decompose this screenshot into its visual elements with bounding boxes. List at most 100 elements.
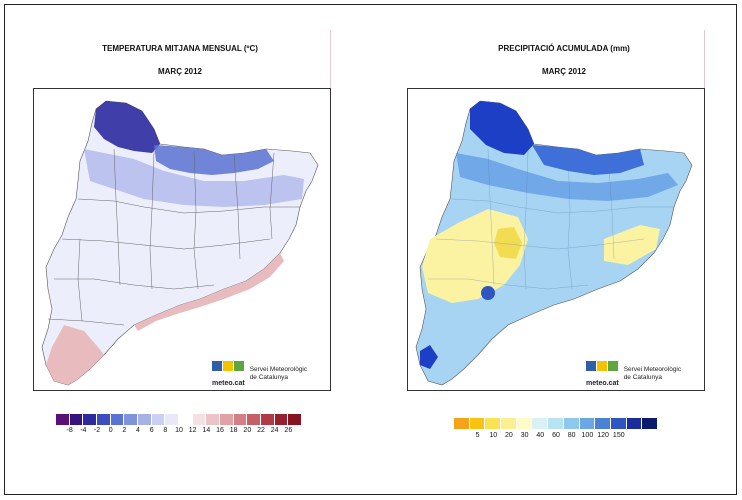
panel-divider-left <box>330 30 331 100</box>
legend-tick-label: 16 <box>216 427 224 434</box>
pyrenees-wet-band <box>532 145 644 175</box>
legend-tick-label: 24 <box>270 427 279 434</box>
logo-wordmark: meteo.cat <box>212 380 245 387</box>
legend-swatch <box>626 418 643 429</box>
legend-swatch <box>206 414 220 425</box>
legend-swatch <box>151 414 166 425</box>
logo-square-1 <box>586 361 596 371</box>
temperature-legend-ticks: -8 -4 -2 0 2 4 6 8 10 12 14 16 18 20 22 24 26 <box>56 427 302 437</box>
northern-mid-band <box>456 153 678 201</box>
meteocat-logo: meteo.cat Servei Meteorològic de Catalun… <box>586 361 681 387</box>
legend-swatch <box>247 414 261 425</box>
pyrenees-cold-zone <box>94 101 160 153</box>
legend-swatch <box>83 414 97 425</box>
comarca-boundaries <box>47 148 300 326</box>
legend-swatch <box>516 418 533 429</box>
legend-tick-label: 5 <box>475 432 480 439</box>
legend-tick-label: 80 <box>567 432 576 439</box>
legend-swatch <box>165 414 179 425</box>
legend-tick-label: 26 <box>284 427 293 434</box>
legend-swatch <box>288 414 302 425</box>
legend-tick-label: 10 <box>175 427 183 434</box>
logo-name-line1: Servei Meteorològic <box>249 366 308 373</box>
legend-swatch <box>595 418 611 429</box>
temperature-legend <box>56 414 302 425</box>
legend-swatch <box>137 414 152 425</box>
meteocat-logo: meteo.cat Servei Meteorològic de Catalun… <box>212 361 307 387</box>
legend-tick-label: 12 <box>188 427 197 434</box>
logo-wordmark: meteo.cat <box>586 380 619 387</box>
logo-name-line1: Servei Meteorològic <box>623 366 682 373</box>
legend-swatch <box>110 414 125 425</box>
legend-tick-label: -8 <box>66 427 73 434</box>
legend-swatch <box>548 418 564 429</box>
legend-swatch <box>124 414 138 425</box>
legend-tick-label: -2 <box>93 427 101 434</box>
legend-swatch <box>192 414 207 425</box>
legend-tick-label: 60 <box>552 432 560 439</box>
temperature-subtitle: MARÇ 2012 <box>157 67 202 76</box>
east-dry-zone <box>604 225 660 265</box>
delta-warm-zone <box>46 325 104 385</box>
legend-swatch <box>610 418 627 429</box>
legend-swatch <box>563 418 580 429</box>
logo-agency-name: Servei Meteorològic de Catalunya <box>250 366 307 382</box>
logo-square-2 <box>597 361 607 371</box>
logo-square-3 <box>608 361 618 371</box>
legend-tick-label: 18 <box>229 427 238 434</box>
legend-swatch <box>579 418 596 429</box>
legend-swatch <box>469 418 486 429</box>
legend-swatch <box>454 418 470 429</box>
legend-tick-label: 20 <box>505 432 513 439</box>
legend-swatch <box>69 414 84 425</box>
legend-swatch <box>96 414 111 425</box>
logo-agency-name: Servei Meteorològic de Catalunya <box>624 366 681 382</box>
logo-name-line2: de Catalunya <box>623 374 662 381</box>
legend-tick-label: 40 <box>536 432 545 439</box>
coast-warm-zone <box>134 253 284 331</box>
temperature-map-svg <box>41 100 319 386</box>
comarca-boundaries <box>428 148 674 290</box>
figure-frame <box>4 4 737 495</box>
logo-squares <box>586 361 619 379</box>
logo-square-2 <box>223 361 233 371</box>
legend-tick-label: 22 <box>257 427 265 434</box>
precipitation-title: PRECIPITACIÓ ACUMULADA (mm) <box>498 44 630 53</box>
legend-tick-label: -4 <box>80 427 87 434</box>
legend-tick-label: 0 <box>108 427 113 434</box>
precipitation-legend <box>454 418 658 429</box>
precipitation-map: meteo.cat Servei Meteorològic de Catalun… <box>407 88 705 391</box>
legend-swatch <box>260 414 275 425</box>
legend-tick-label: 6 <box>149 427 154 434</box>
legend-tick-label: 2 <box>122 427 127 434</box>
legend-tick-label: 120 <box>597 432 609 439</box>
legend-tick-label: 100 <box>581 432 594 439</box>
temperature-map: meteo.cat Servei Meteorològic de Catalun… <box>33 88 331 391</box>
logo-squares <box>212 361 245 379</box>
legend-tick-label: 30 <box>520 432 529 439</box>
legend-tick-label: 150 <box>612 432 625 439</box>
legend-swatch <box>485 418 502 429</box>
legend-tick-label: 4 <box>136 427 140 434</box>
pyrenees-cold-band <box>154 145 274 175</box>
legend-swatch <box>274 414 289 425</box>
legend-tick-label: 20 <box>243 427 252 434</box>
precipitation-map-svg <box>415 100 693 386</box>
logo-square-3 <box>234 361 244 371</box>
legend-tick-label: 10 <box>489 432 498 439</box>
legend-swatch <box>219 414 234 425</box>
precipitation-subtitle: MARÇ 2012 <box>541 67 586 76</box>
temperature-title: TEMPERATURA MITJANA MENSUAL (ºC) <box>102 44 258 53</box>
delta-mid-zone <box>420 345 438 369</box>
pyrenees-wet-zone <box>470 101 534 155</box>
legend-tick-label: 8 <box>163 427 168 434</box>
pyrenees-mid-band <box>84 149 304 207</box>
legend-swatch <box>642 418 658 429</box>
legend-swatch <box>532 418 549 429</box>
ports-wet-spot <box>481 286 495 300</box>
legend-tick-label: 14 <box>202 427 211 434</box>
logo-square-1 <box>212 361 222 371</box>
precipitation-legend-ticks: 5 10 20 30 40 60 80 100 120 150 <box>454 432 658 442</box>
legend-swatch <box>233 414 248 425</box>
central-drier-zone <box>494 227 522 259</box>
